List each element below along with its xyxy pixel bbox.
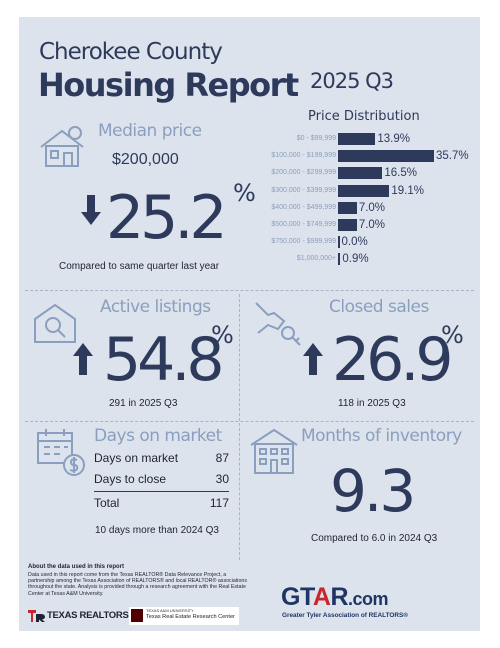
active-listings-title: Active listings — [100, 297, 211, 317]
divider-horizontal-2 — [25, 421, 474, 422]
gtar-logo: GTAR.com Greater Tyler Association of RE… — [281, 583, 451, 623]
tamu-mark-icon — [131, 609, 143, 622]
active-listings-change: 54.8 — [103, 325, 225, 395]
price-range-label: $1,000,000+ — [296, 255, 336, 263]
price-range-label: $200,000 - $299,999 — [271, 169, 336, 177]
report-card: Cherokee County Housing Report 2025 Q3 M… — [19, 17, 480, 631]
price-bar — [338, 236, 340, 249]
total-value: 117 — [209, 496, 229, 510]
price-bar-value: 0.9% — [342, 253, 369, 266]
median-price-pct-sign: % — [233, 179, 256, 207]
total-divider — [94, 491, 229, 492]
divider-horizontal-1 — [25, 290, 474, 291]
days-on-market-title: Days on market — [94, 426, 222, 446]
gtar-logo-text: GTAR.com — [281, 583, 389, 611]
price-bar — [338, 150, 434, 163]
price-bar — [338, 201, 357, 214]
arrow-up-icon — [303, 343, 323, 375]
active-listings-note: 291 in 2025 Q3 — [109, 398, 178, 409]
days-on-market-table: Days on market 87 Days to close 30 Total… — [94, 451, 229, 511]
tamu-center: Texas Real Estate Research Center — [146, 614, 235, 620]
price-bar-row: $100,000 - $199,999 35.7% — [258, 150, 469, 165]
calendar-money-icon — [37, 429, 85, 476]
median-price-title: Median price — [98, 121, 202, 141]
median-price-value: $200,000 — [112, 151, 179, 168]
hand-key-icon — [255, 302, 301, 346]
quarter-label: 2025 Q3 — [310, 69, 394, 93]
divider-vertical — [239, 294, 240, 560]
search-house-icon — [34, 303, 76, 343]
price-range-label: $400,000 - $499,999 — [271, 203, 336, 211]
median-price-note: Compared to same quarter last year — [59, 261, 220, 272]
price-range-label: $100,000 - $199,999 — [271, 152, 336, 160]
days-on-market-note: 10 days more than 2024 Q3 — [95, 525, 219, 536]
price-bar-value: 7.0% — [358, 201, 386, 214]
texas-realtors-logo: TEXAS REALTORS — [28, 609, 129, 623]
about-text: Data used in this report come from the T… — [28, 572, 248, 597]
active-listings-pct-sign: % — [211, 321, 234, 349]
price-bar-row: $200,000 - $299,999 16.5% — [258, 167, 458, 182]
price-bar-value: 35.7% — [436, 150, 469, 163]
closed-sales-note: 118 in 2025 Q3 — [338, 398, 406, 409]
price-bar-row: $500,000 - $749,999 7.0% — [258, 219, 458, 234]
building-icon — [250, 428, 298, 474]
closed-sales-title: Closed sales — [329, 297, 429, 317]
price-bar-row: $400,000 - $499,999 7.0% — [258, 201, 458, 217]
row-value: 87 — [215, 451, 229, 465]
price-bar-value: 0.0% — [341, 236, 368, 249]
texas-realtors-mark-icon — [28, 610, 45, 622]
price-bar — [338, 167, 383, 180]
price-bar — [338, 133, 376, 145]
price-bar-row: $0 - $99,999 13.9% — [258, 133, 458, 148]
county-title: Cherokee County — [39, 39, 223, 65]
closed-sales-change: 26.9 — [332, 325, 454, 395]
price-bar-value: 19.1% — [391, 184, 424, 197]
tamu-university: TEXAS A&M UNIVERSITY — [146, 608, 194, 613]
price-bar-value: 7.0% — [358, 219, 386, 231]
price-bar-row: $300,000 - $399,999 19.1% — [258, 184, 458, 200]
price-bar-row: $1,000,000+ 0.9% — [258, 253, 458, 268]
closed-sales-pct-sign: % — [441, 321, 464, 349]
price-bar-value: 16.5% — [384, 167, 417, 180]
row-label: Days to close — [94, 472, 167, 486]
months-inventory-title: Months of inventory — [301, 426, 462, 446]
row-label: Days on market — [94, 451, 179, 465]
price-bar-row: $750,000 - $999,999 0.0% — [258, 236, 458, 251]
arrow-down-icon — [81, 195, 101, 225]
price-bar-value: 13.9% — [377, 133, 410, 145]
price-bar — [338, 184, 390, 197]
gtar-tagline: Greater Tyler Association of REALTORS® — [282, 612, 408, 619]
price-distribution-title: Price Distribution — [308, 109, 420, 124]
report-title: Housing Report — [38, 66, 299, 104]
total-label: Total — [94, 496, 120, 510]
price-bar — [338, 253, 341, 266]
price-range-label: $500,000 - $749,999 — [271, 221, 336, 228]
about-title: About the data used in this report — [28, 564, 125, 570]
price-bar — [338, 219, 357, 231]
price-range-label: $750,000 - $999,999 — [271, 238, 336, 246]
row-value: 30 — [215, 472, 229, 486]
price-range-label: $0 - $99,999 — [296, 135, 336, 142]
texas-realtors-text: TEXAS REALTORS — [47, 610, 129, 621]
tamu-logo: TEXAS A&M UNIVERSITY Texas Real Estate R… — [129, 607, 239, 625]
median-price-change: 25.2 — [106, 183, 228, 253]
house-icon — [40, 126, 84, 167]
price-distribution-chart: $0 - $99,999 13.9% $100,000 - $199,999 35.7… — [258, 133, 480, 273]
months-inventory-note: Compared to 6.0 in 2024 Q3 — [311, 533, 438, 544]
months-inventory-value: 9.3 — [330, 457, 416, 525]
price-range-label: $300,000 - $399,999 — [271, 186, 336, 194]
arrow-up-icon — [73, 343, 93, 375]
